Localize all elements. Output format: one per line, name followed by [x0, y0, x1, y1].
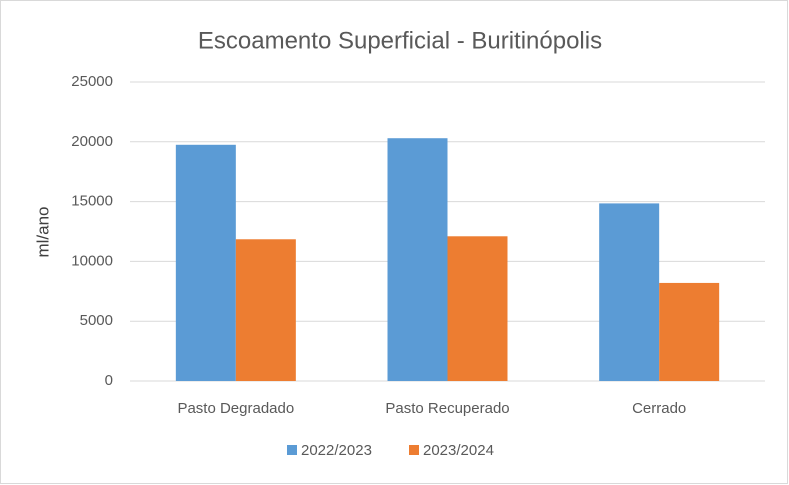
y-tick-label: 5000: [80, 312, 113, 329]
y-tick-label: 25000: [71, 73, 113, 90]
x-tick-label: Cerrado: [632, 400, 686, 417]
bar: [659, 282, 720, 381]
y-tick-label: 15000: [71, 193, 113, 210]
legend-label: 2022/2023: [301, 442, 372, 459]
legend-swatch: [409, 445, 419, 455]
y-tick-label: 10000: [71, 252, 113, 269]
y-axis-label: ml/ano: [33, 206, 52, 257]
y-tick-label: 0: [105, 372, 113, 389]
x-tick-label: Pasto Degradado: [177, 400, 294, 417]
bar: [387, 138, 448, 381]
y-tick-label: 20000: [71, 133, 113, 150]
chart-title: Escoamento Superficial - Buritinópolis: [198, 27, 602, 54]
legend-label: 2023/2024: [423, 442, 494, 459]
x-tick-label: Pasto Recuperado: [385, 400, 509, 417]
bar: [447, 236, 508, 381]
bar: [175, 144, 236, 381]
legend-swatch: [287, 445, 297, 455]
bar: [235, 239, 296, 381]
bar: [599, 203, 660, 381]
